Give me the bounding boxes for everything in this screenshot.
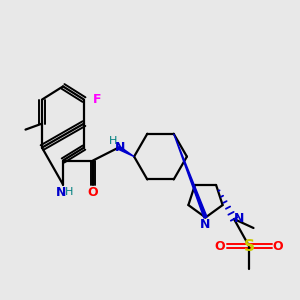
Text: O: O — [88, 186, 98, 200]
Text: N: N — [234, 212, 244, 226]
Text: F: F — [92, 93, 101, 106]
Text: S: S — [244, 239, 254, 254]
Polygon shape — [174, 134, 207, 218]
Text: N: N — [200, 218, 210, 231]
Text: O: O — [273, 239, 283, 253]
Polygon shape — [118, 146, 134, 157]
Text: H: H — [65, 187, 73, 197]
Text: N: N — [115, 141, 125, 154]
Text: H: H — [109, 136, 117, 146]
Text: N: N — [56, 185, 67, 199]
Text: O: O — [214, 239, 225, 253]
